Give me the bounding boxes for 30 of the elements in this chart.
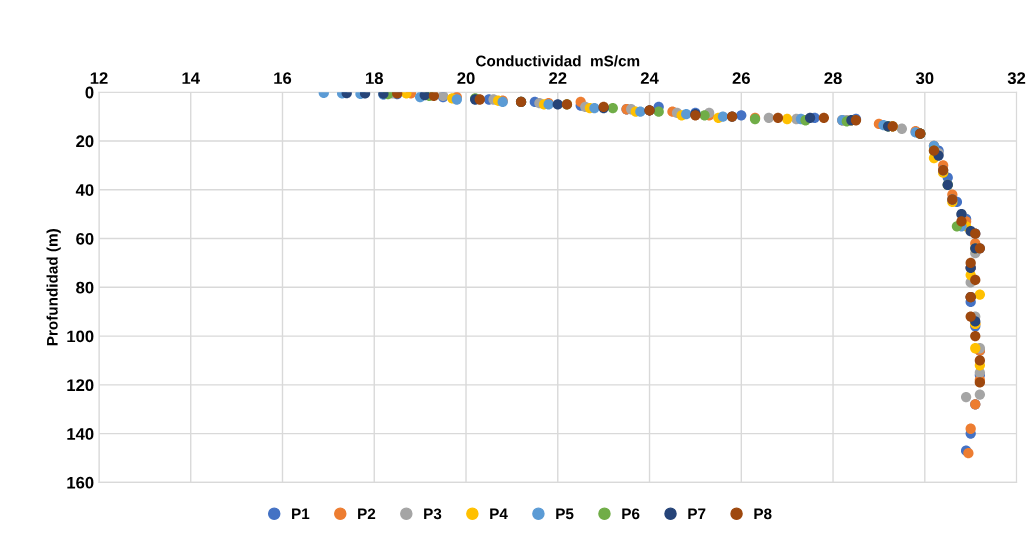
y-tick-label: 120: [67, 379, 94, 392]
y-tick-label: 100: [67, 330, 94, 343]
x-tick-label: 24: [640, 72, 659, 84]
legend-label: P3: [424, 508, 442, 520]
y-tick-label: 160: [67, 476, 94, 489]
y-tick-label: 60: [76, 232, 94, 245]
y-tick-label: 0: [85, 86, 94, 99]
legend-label: P1: [292, 508, 310, 520]
x-tick-label: 32: [1007, 72, 1026, 85]
y-tick-label: 80: [76, 281, 94, 294]
x-tick-label: 26: [732, 72, 750, 85]
x-tick-label: 22: [549, 72, 567, 84]
legend-label: P4: [490, 508, 508, 520]
legend-label: P2: [358, 508, 376, 520]
x-axis-title: Conductividad mS/cm: [476, 55, 640, 67]
legend-label: P7: [688, 508, 706, 520]
x-tick-label: 18: [366, 72, 384, 85]
x-tick-label: 30: [915, 72, 934, 85]
x-tick-label: 16: [274, 72, 292, 85]
x-tick-label: 12: [90, 72, 108, 84]
legend-label: P6: [622, 508, 640, 520]
x-tick-label: 14: [182, 72, 200, 84]
y-axis-title: Profundidad (m): [46, 229, 61, 346]
legend-label: P8: [754, 508, 772, 520]
y-tick-label: 140: [67, 428, 94, 440]
legend-label: P5: [556, 508, 574, 520]
y-tick-label: 40: [75, 184, 94, 196]
x-tick-label: 28: [824, 72, 842, 85]
x-tick-label: 20: [457, 72, 475, 85]
y-tick-label: 20: [76, 135, 94, 148]
